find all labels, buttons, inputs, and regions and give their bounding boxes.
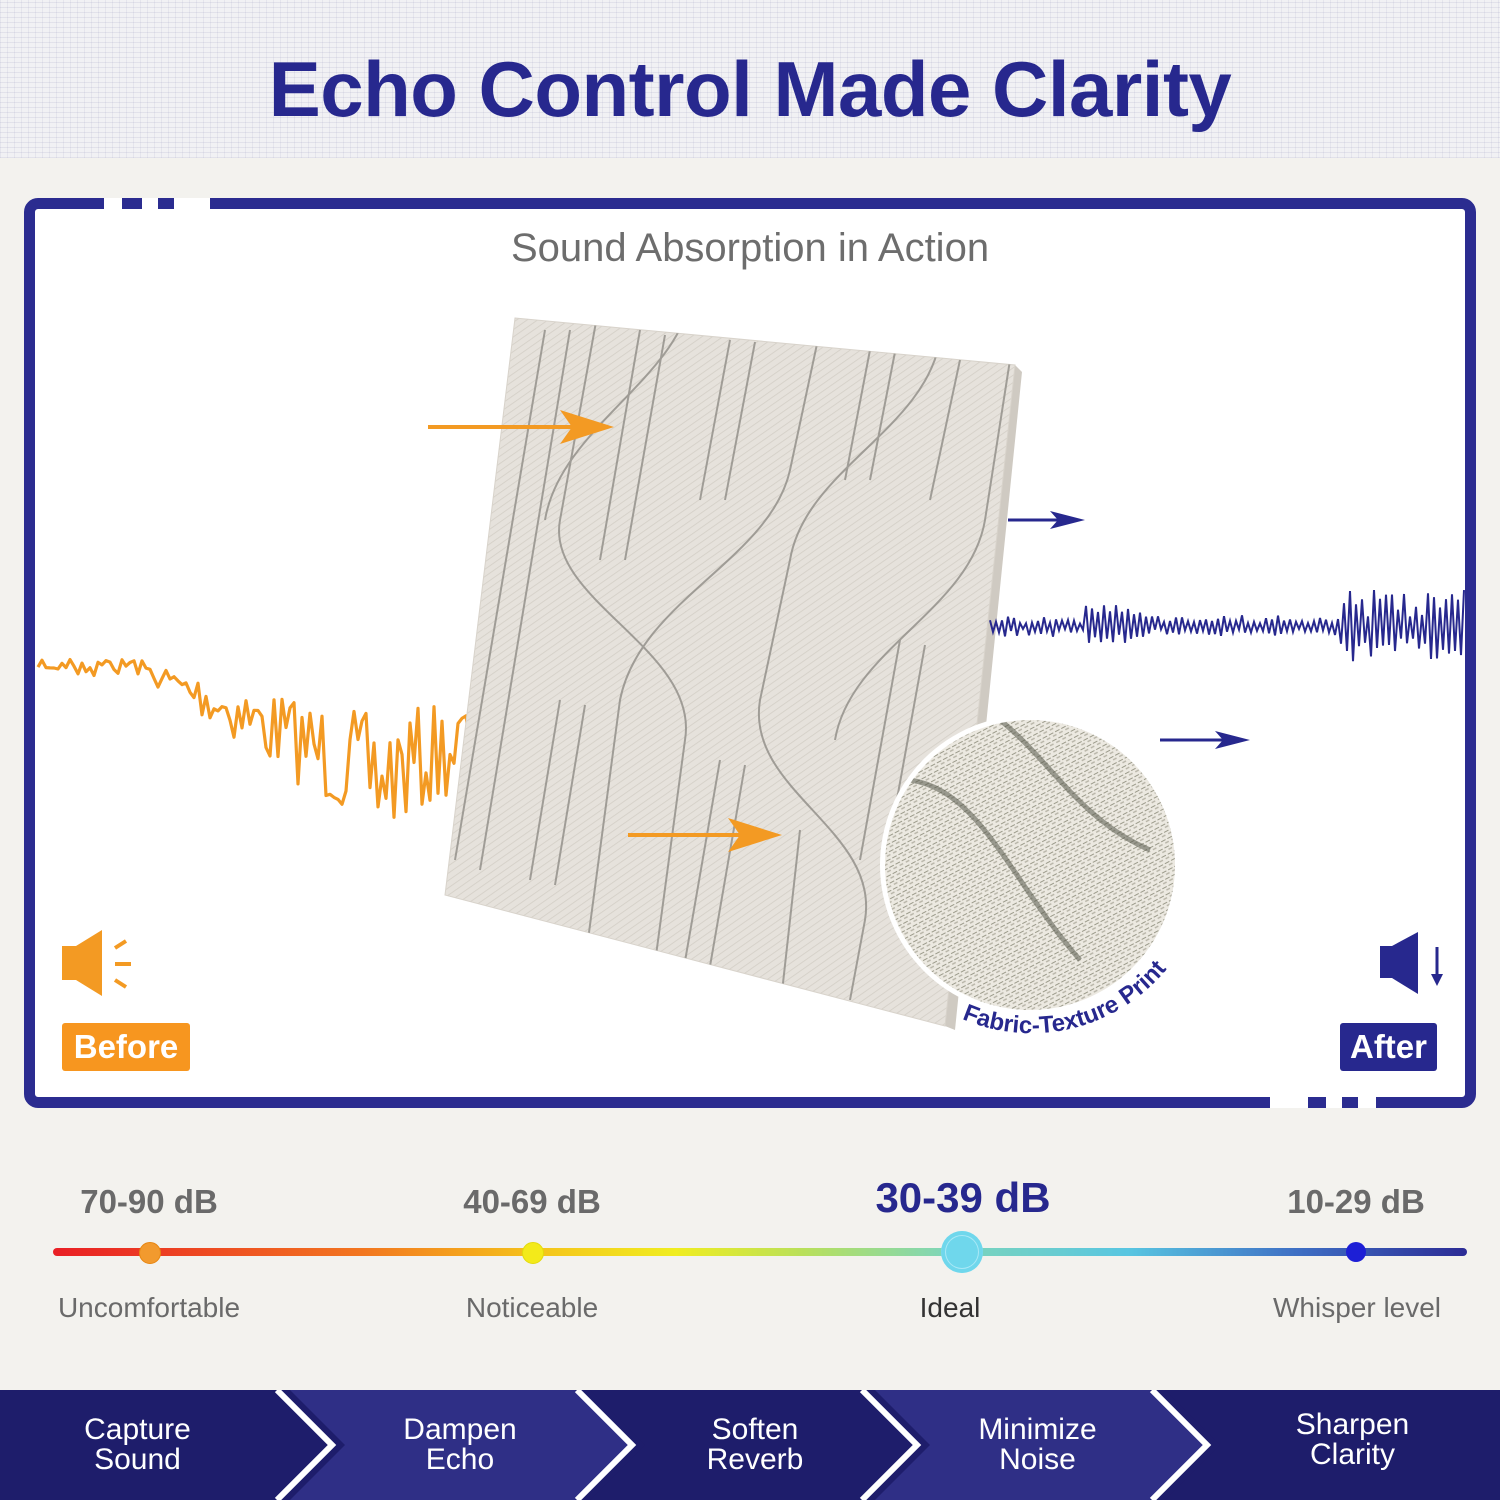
db-range-whisper: 10-29 dB bbox=[1287, 1183, 1425, 1220]
marker-ideal-core bbox=[946, 1236, 978, 1268]
frame-gap bbox=[1326, 1097, 1342, 1108]
step-soften-reverb: Soften Reverb bbox=[706, 1413, 804, 1476]
noise-level-scale bbox=[53, 1248, 1467, 1256]
db-range-ideal: 30-39 dB bbox=[875, 1174, 1051, 1221]
speaker-loud-icon bbox=[62, 930, 131, 996]
frame-gap bbox=[142, 198, 158, 209]
speaker-quiet-icon bbox=[1380, 932, 1443, 994]
fabric-texture-inset bbox=[880, 715, 1180, 1015]
level-label-uncomfortable: Uncomfortable bbox=[57, 1292, 241, 1323]
header-band bbox=[0, 0, 1500, 158]
level-label-noticeable: Noticeable bbox=[465, 1292, 599, 1323]
db-range-uncomfortable: 70-90 dB bbox=[80, 1183, 218, 1220]
frame-gap bbox=[1358, 1097, 1376, 1108]
level-label-ideal: Ideal bbox=[919, 1292, 981, 1323]
frame-gap bbox=[174, 198, 210, 209]
before-badge: Before bbox=[62, 1023, 190, 1071]
step-capture-sound: Capture Sound bbox=[84, 1413, 191, 1476]
after-badge: After bbox=[1340, 1023, 1437, 1071]
arrow-right-icon bbox=[628, 818, 782, 852]
arrow-right-icon bbox=[1160, 731, 1250, 749]
db-range-noticeable: 40-69 dB bbox=[463, 1183, 601, 1220]
level-label-whisper: Whisper level bbox=[1272, 1292, 1442, 1323]
marker-noticeable bbox=[522, 1242, 544, 1264]
step-dampen-echo: Dampen Echo bbox=[403, 1413, 517, 1476]
panel-subtitle: Sound Absorption in Action bbox=[510, 226, 990, 270]
page-title: Echo Control Made Clarity bbox=[268, 45, 1232, 133]
frame-gap bbox=[1270, 1097, 1308, 1108]
marker-whisper bbox=[1346, 1242, 1366, 1262]
arrow-right-icon bbox=[428, 410, 614, 444]
arrow-right-icon bbox=[1008, 511, 1085, 529]
step-minimize-noise: Minimize Noise bbox=[978, 1413, 1097, 1476]
process-steps-bar bbox=[0, 1390, 1500, 1500]
marker-uncomfortable bbox=[139, 1242, 161, 1264]
frame-gap bbox=[104, 198, 122, 209]
reduced-sound-wave bbox=[989, 589, 1465, 662]
step-sharpen-clarity: Sharpen Clarity bbox=[1295, 1408, 1410, 1471]
